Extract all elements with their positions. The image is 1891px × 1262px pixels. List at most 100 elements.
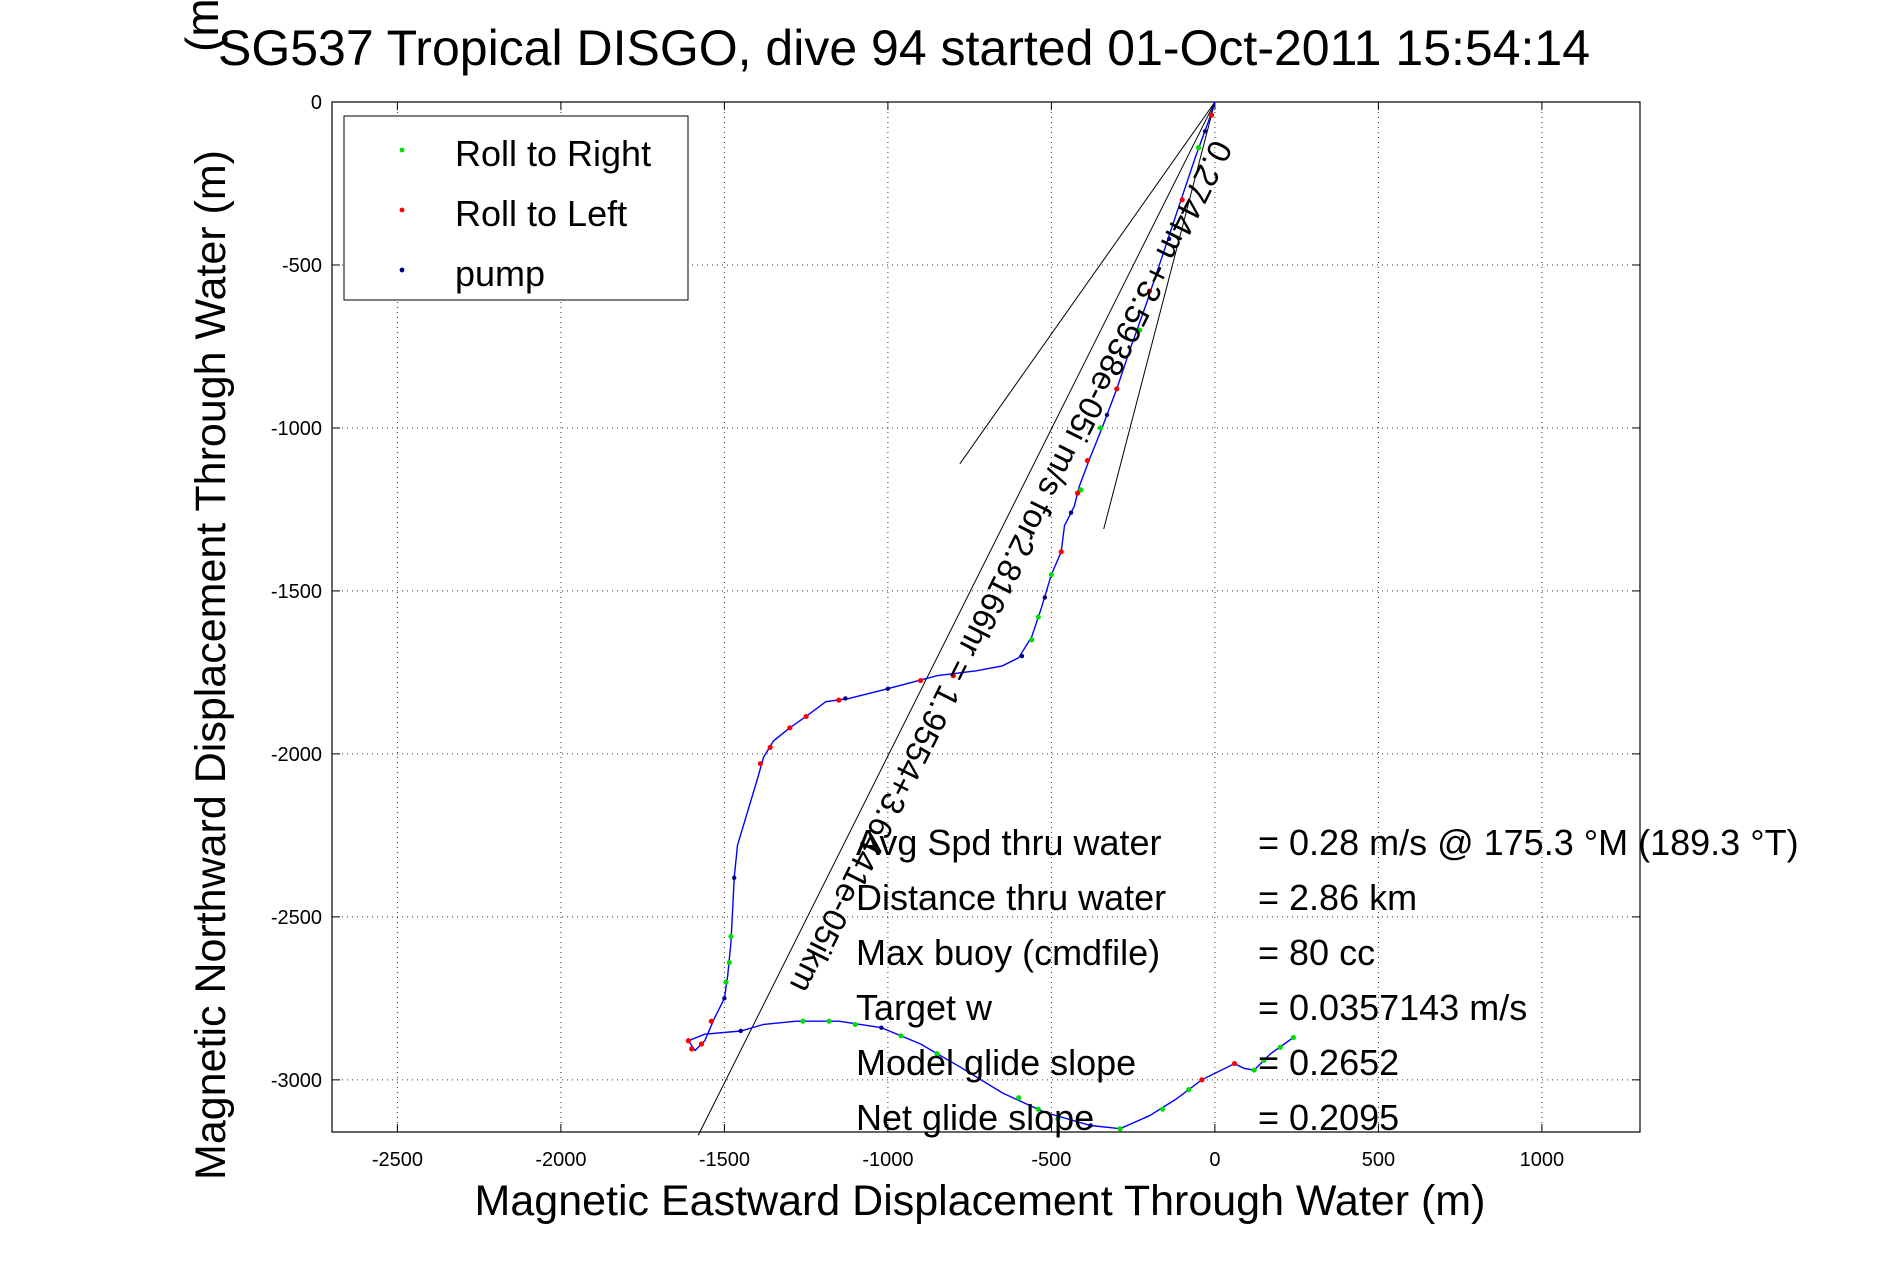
x-tick-label: -2500: [372, 1149, 423, 1171]
roll-left-point: [1146, 288, 1153, 294]
roll-left-point: [1209, 112, 1215, 118]
stat-value: = 0.28 m/s @ 175.3 °M (189.3 °T): [1258, 822, 1799, 863]
stat-label: Model glide slope: [856, 1042, 1136, 1083]
x-tick-label: -2000: [535, 1149, 586, 1171]
stat-value: = 2.86 km: [1258, 877, 1417, 918]
roll-right-point: [1290, 1034, 1296, 1041]
roll-left-point: [1074, 490, 1081, 496]
x-tick-label: 500: [1362, 1149, 1395, 1171]
title-overlay-label: (m): [176, 0, 228, 52]
legend-marker: [399, 267, 405, 273]
y-axis-label: Magnetic Northward Displacement Through …: [187, 150, 235, 1180]
stats-panel: Avg Spd thru water = 0.28 m/s @ 175.3 °M …: [856, 822, 1799, 1138]
roll-right-point: [726, 959, 732, 966]
roll-left-point: [708, 1018, 714, 1024]
roll-left-point: [918, 677, 924, 684]
roll-left-point: [1231, 1060, 1238, 1067]
roll-right-point: [728, 933, 734, 940]
roll-left-point: [1199, 1077, 1205, 1083]
roll-right-point: [1195, 145, 1202, 151]
roll-right-point: [898, 1033, 904, 1039]
roll-left-point: [787, 725, 793, 731]
pump-point: [879, 1025, 884, 1030]
pump-point: [843, 696, 848, 701]
legend-label: Roll to Right: [455, 133, 651, 174]
x-tick-label: -500: [1031, 1149, 1071, 1171]
roll-left-point: [803, 713, 809, 720]
roll-right-point: [826, 1018, 832, 1024]
pump-point: [1104, 412, 1110, 418]
stat-value: = 0.2095: [1258, 1097, 1399, 1138]
roll-left-point: [1058, 549, 1064, 555]
stat-label: Distance thru water: [856, 877, 1166, 918]
x-axis-label: Magnetic Eastward Displacement Through W…: [475, 1177, 1486, 1225]
roll-right-point: [800, 1018, 806, 1024]
legend-label: Roll to Left: [455, 193, 627, 234]
pump-point: [722, 996, 727, 1001]
pump-point: [1068, 510, 1074, 515]
current-speed-label: 0.2744m +3.5938e-05i m/s for2.8166hr = 1…: [783, 135, 1240, 999]
y-tick-label: 0: [311, 92, 322, 114]
current-fan-line: [1103, 101, 1216, 530]
y-tick-label: -500: [282, 255, 322, 277]
roll-left-point: [698, 1041, 705, 1047]
roll-left-point: [950, 673, 956, 679]
stat-value: = 80 cc: [1258, 932, 1375, 973]
roll-left-point: [767, 744, 773, 750]
y-tick-label: -1000: [271, 418, 322, 440]
roll-right-point: [1186, 1087, 1192, 1093]
pump-point: [1202, 129, 1208, 134]
stat-value: = 0.2652: [1258, 1042, 1399, 1083]
stat-label: Target w: [856, 987, 993, 1028]
roll-left-point: [689, 1046, 695, 1052]
roll-right-point: [1097, 425, 1104, 431]
pump-point: [738, 1028, 743, 1034]
stat-label: Max buoy (cmdfile): [856, 932, 1160, 973]
legend-marker: [399, 147, 405, 153]
legend-label: pump: [455, 253, 545, 294]
x-tick-label: 0: [1209, 1149, 1220, 1171]
roll-right-point: [852, 1021, 858, 1028]
pump-point: [1088, 1123, 1093, 1128]
roll-left-point: [685, 1038, 692, 1044]
roll-left-point: [836, 697, 842, 703]
stat-value: = 0.0357143 m/s: [1258, 987, 1527, 1028]
roll-right-point: [1029, 637, 1035, 643]
roll-left-point: [1114, 386, 1120, 392]
roll-right-point: [1048, 572, 1054, 578]
x-tick-label: -1500: [699, 1149, 750, 1171]
roll-right-point: [1117, 1126, 1123, 1132]
x-tick-label: 1000: [1520, 1149, 1565, 1171]
roll-left-point: [1084, 457, 1090, 464]
roll-right-point: [1035, 1106, 1041, 1112]
pump-point: [885, 686, 891, 691]
legend-marker: [399, 207, 405, 213]
y-tick-label: -2000: [271, 744, 322, 766]
y-tick-label: -3000: [271, 1070, 322, 1092]
stat-label: Net glide slope: [856, 1097, 1094, 1138]
roll-left-point: [757, 761, 763, 767]
roll-right-point: [1016, 1095, 1022, 1101]
roll-right-point: [1261, 1057, 1267, 1063]
chart-title: SG537 Tropical DISGO, dive 94 started 01…: [218, 20, 1590, 76]
roll-right-point: [1277, 1044, 1283, 1050]
roll-right-point: [1055, 1116, 1061, 1122]
current-fan-line: [959, 101, 1216, 465]
y-tick-label: -1500: [271, 581, 322, 603]
pump-point: [732, 875, 737, 880]
current-vector-line: [697, 101, 1216, 1136]
roll-right-point: [1159, 1106, 1166, 1112]
roll-right-point: [723, 979, 729, 985]
roll-right-point: [1078, 487, 1084, 493]
pump-point: [1166, 236, 1172, 242]
pump-point: [1042, 595, 1048, 600]
roll-right-point: [1035, 614, 1041, 620]
roll-right-point: [934, 1051, 940, 1057]
x-tick-label: -1000: [862, 1149, 913, 1171]
roll-right-point: [1137, 327, 1143, 333]
roll-right-point: [1251, 1067, 1257, 1073]
legend: Roll to Right Roll to Left pump: [343, 115, 689, 301]
y-tick-label: -2500: [271, 907, 322, 929]
stat-label: Avg Spd thru water: [856, 822, 1162, 863]
